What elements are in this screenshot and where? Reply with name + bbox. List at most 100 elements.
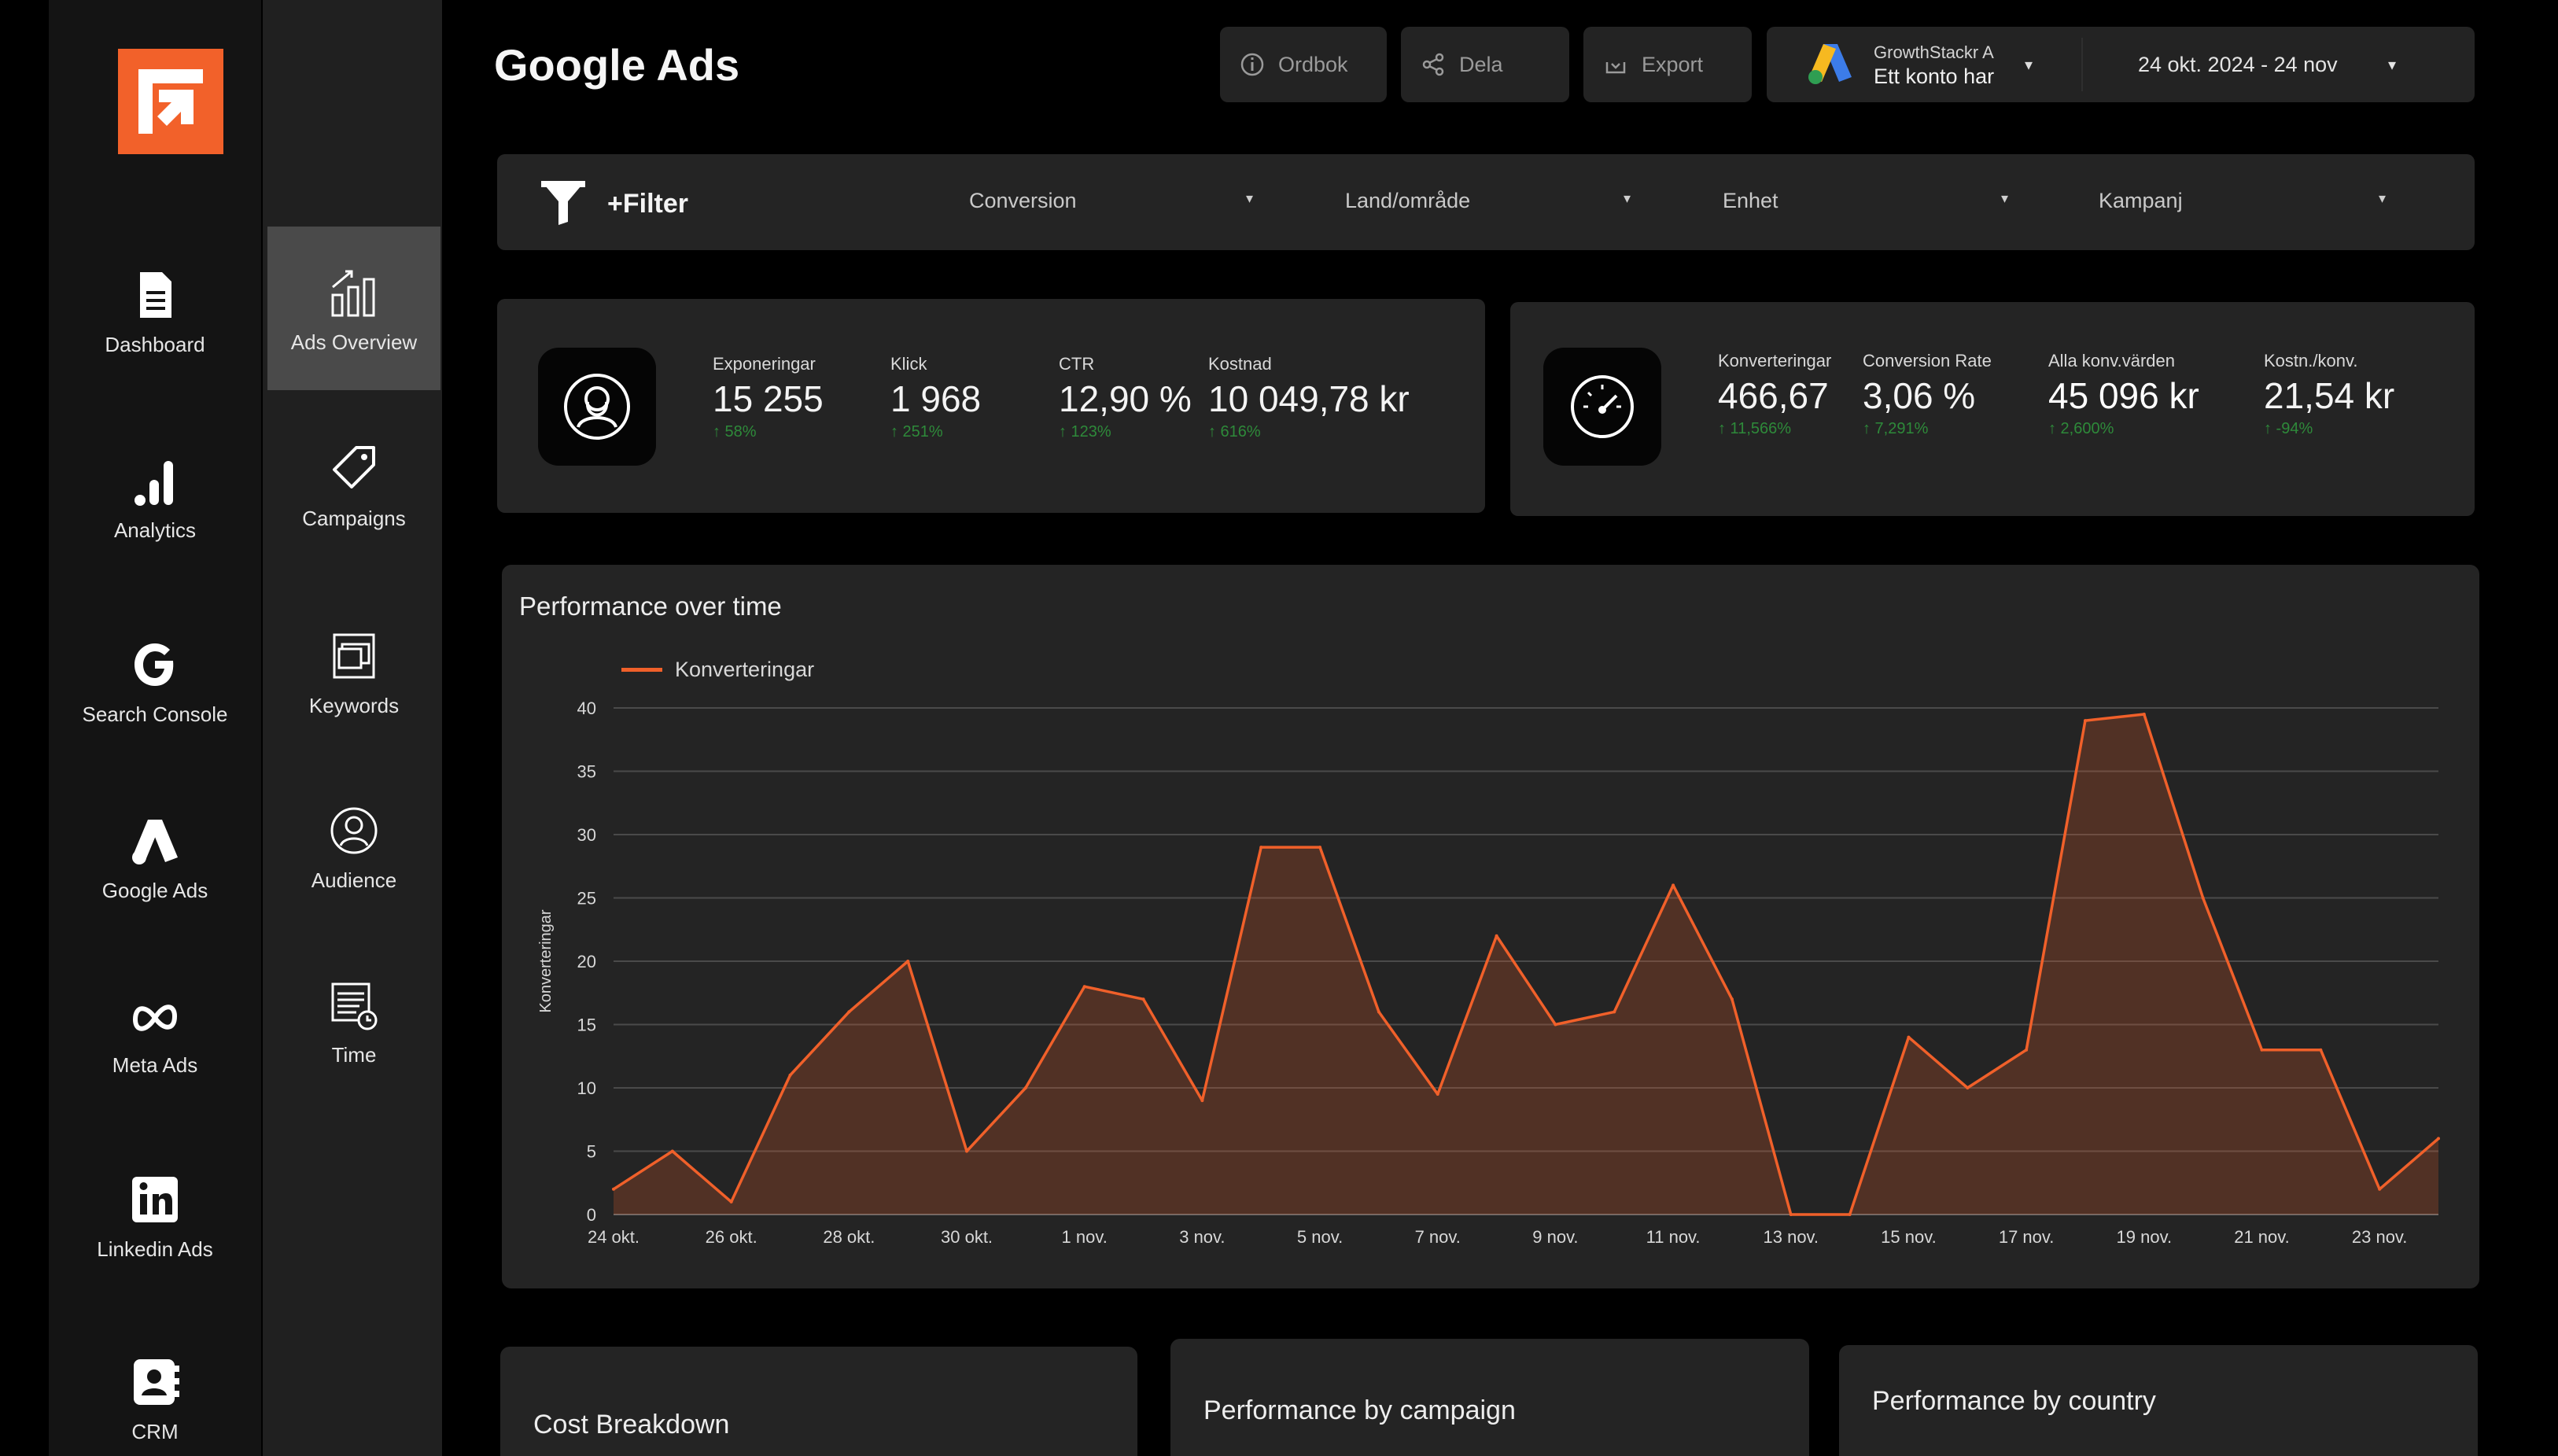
data-point [1966, 1086, 1970, 1089]
series-line [613, 713, 2440, 1216]
date-range-selector[interactable]: 24 okt. 2024 - 24 nov ▾ [2081, 38, 2451, 91]
subnav-item-campaigns[interactable]: Campaigns [267, 403, 440, 566]
sidebar-item-label: Google Ads [101, 878, 208, 902]
sidebar-item-dashboard[interactable]: Dashboard [49, 252, 261, 370]
sidebar-item-meta-ads[interactable]: Meta Ads [49, 972, 261, 1090]
data-point [2201, 896, 2205, 900]
chart-title: Performance over time [519, 592, 782, 621]
kpi-conversion-values: Alla konv.värden 45 096 kr ↑ 2,600% [2048, 351, 2199, 438]
country-performance-card: Performance by country [1839, 1345, 2478, 1456]
kpi-label: Klick [890, 354, 927, 374]
region-caret-icon[interactable]: ▾ [1624, 190, 1631, 206]
x-tick-label: 9 nov. [1532, 1227, 1578, 1247]
tag-icon [326, 439, 381, 499]
share-icon [1422, 53, 1444, 76]
subnav-item-time[interactable]: Time [267, 939, 440, 1103]
kpi-change: ↑ 251% [890, 423, 943, 440]
subnav-item-keywords[interactable]: Keywords [267, 590, 440, 754]
data-point [1259, 846, 1263, 850]
legend-swatch [621, 668, 662, 672]
chart-legend[interactable]: Konverteringar [621, 658, 814, 682]
share-button[interactable]: Dela [1401, 27, 1569, 102]
device-caret-icon[interactable]: ▾ [2001, 190, 2009, 206]
data-point [906, 960, 910, 963]
conversions-line-chart: 0 5 10 15 20 25 30 35 40 24 okt. 26 okt. 28 okt. 30 … [537, 699, 2440, 1247]
x-tick-label: 1 nov. [1062, 1227, 1108, 1247]
speedometer-icon [1543, 348, 1661, 466]
kpi-label: Conversion Rate [1863, 351, 1992, 370]
x-tick-label: 7 nov. [1415, 1227, 1461, 1247]
subnav-item-audience[interactable]: Audience [267, 765, 440, 928]
traffic-kpi-card: Exponeringar 15 255 ↑ 58% Klick 1 968 ↑ … [497, 299, 1485, 513]
sidebar-item-search-console[interactable]: Search Console [49, 621, 261, 739]
kpi-label: Alla konv.värden [2048, 351, 2176, 370]
sidebar-item-google-ads[interactable]: Google Ads [49, 798, 261, 916]
data-point [1377, 1010, 1380, 1014]
kpi-change: ↑ 58% [713, 423, 757, 440]
dictionary-button[interactable]: Ordbok [1220, 27, 1387, 102]
conversion-dropdown[interactable]: Conversion [969, 189, 1077, 212]
sidebar-item-label: Linkedin Ads [97, 1237, 213, 1261]
data-point [729, 1200, 733, 1204]
data-point [1672, 883, 1675, 887]
sidebar-item-label: Search Console [82, 702, 228, 726]
campaign-caret-icon[interactable]: ▾ [2379, 190, 2387, 206]
kpi-value: 21,54 kr [2264, 375, 2395, 416]
data-point [1613, 1010, 1616, 1014]
data-point [2319, 1048, 2323, 1052]
google-ads-icon [127, 811, 182, 871]
kpi-value: 12,90 % [1059, 378, 1192, 419]
campaign-performance-title: Performance by campaign [1203, 1395, 1516, 1425]
x-tick-label: 30 okt. [941, 1227, 993, 1247]
app-logo[interactable] [118, 49, 223, 154]
conversion-caret-icon[interactable]: ▾ [1246, 190, 1254, 206]
device-dropdown[interactable]: Enhet [1723, 189, 1778, 212]
account-selector[interactable]: GrowthStackr A Ett konto har ▾ 24 okt. 2… [1767, 27, 2475, 102]
add-filter-button[interactable]: +Filter [607, 189, 688, 219]
data-point [1730, 997, 1734, 1001]
legend-label: Konverteringar [675, 658, 815, 681]
google-g-icon [127, 635, 182, 695]
filter-funnel-icon[interactable] [538, 178, 588, 227]
data-point [2260, 1048, 2264, 1052]
export-label: Export [1642, 52, 1704, 76]
x-tick-label: 23 nov. [2352, 1227, 2408, 1247]
sidebar-item-analytics[interactable]: Analytics [49, 437, 261, 555]
y-tick-label: 0 [587, 1205, 596, 1225]
sidebar-item-crm[interactable]: CRM [49, 1339, 261, 1456]
campaign-dropdown[interactable]: Kampanj [2099, 189, 2183, 212]
stacked-cards-icon [326, 626, 381, 686]
x-tick-label: 11 nov. [1646, 1227, 1701, 1247]
data-point [788, 1073, 792, 1077]
subnav-item-ads-overview[interactable]: Ads Overview [267, 227, 440, 390]
export-icon [1605, 62, 1626, 74]
kpi-change: ↑ 2,600% [2048, 420, 2114, 437]
document-icon [127, 265, 182, 325]
kpi-conversions: Konverteringar 466,67 ↑ 11,566% [1718, 351, 1831, 438]
region-dropdown[interactable]: Land/område [1345, 189, 1471, 212]
google-ads-logo-icon [1808, 44, 1852, 84]
x-tick-label: 5 nov. [1297, 1227, 1343, 1247]
kpi-value: 466,67 [1718, 375, 1829, 416]
data-point [1495, 934, 1498, 938]
data-point [1436, 1093, 1439, 1097]
account-name: GrowthStackr A [1874, 42, 1994, 62]
user-avatar-icon [538, 348, 656, 466]
kpi-value: 1 968 [890, 378, 982, 419]
export-button[interactable]: Export [1583, 27, 1752, 102]
kpi-change: ↑ 123% [1059, 423, 1111, 440]
performance-chart-card: Performance over time Konverteringar 0 5 1… [502, 565, 2479, 1288]
y-tick-label: 15 [577, 1016, 596, 1035]
sidebar-item-linkedin-ads[interactable]: Linkedin Ads [49, 1156, 261, 1274]
account-caret-icon[interactable]: ▾ [2025, 57, 2033, 74]
subnav-item-label: Audience [311, 868, 397, 892]
subnav-item-label: Keywords [308, 693, 400, 717]
subnav-item-label: Ads Overview [290, 330, 418, 354]
account-subtitle: Ett konto har [1874, 65, 1995, 88]
x-tick-label: 13 nov. [1764, 1227, 1819, 1247]
data-point [612, 1187, 615, 1191]
user-circle-icon [326, 801, 381, 861]
y-axis-label: Konverteringar [537, 909, 555, 1013]
series-area [614, 714, 2438, 1215]
kpi-change: ↑ -94% [2264, 420, 2313, 437]
